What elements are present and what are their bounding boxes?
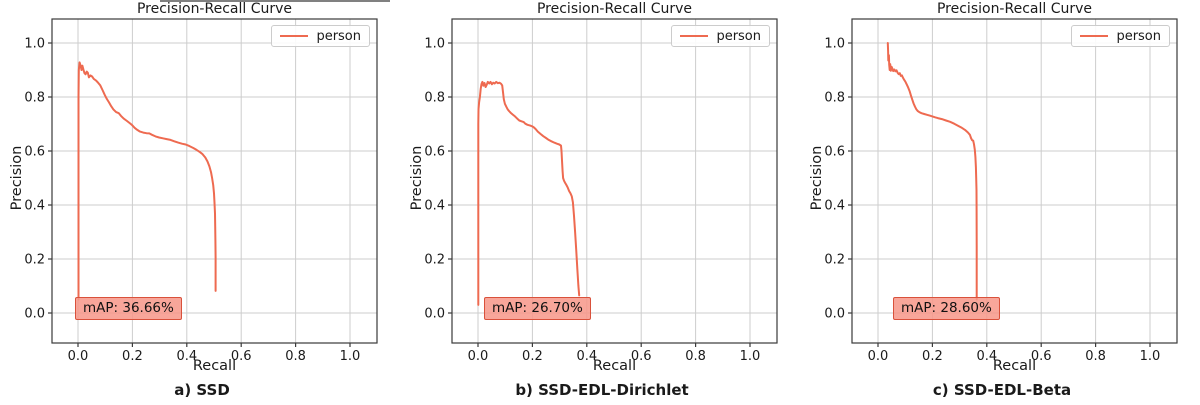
y-tick-label: 0.6 — [424, 145, 445, 160]
x-axis-label: Recall — [592, 358, 637, 374]
x-tick-label: 0.8 — [1085, 349, 1106, 364]
x-tick-label: 0.4 — [576, 349, 597, 364]
pr-curve-plot-ssd-edl-beta: 0.0 0.2 0.4 0.6 0.8 1.0 0.0 0.2 0.4 0.6 0.8 1.0 — [824, 18, 1178, 364]
panel-ssd-edl-beta: Precision-Recall Curve 0.0 0.2 0.4 0.6 0.8 1.… — [800, 0, 1200, 405]
x-tick-label: 0.8 — [285, 349, 306, 364]
y-tick-label: 0.0 — [424, 307, 445, 322]
x-tick-label: 0.0 — [468, 349, 489, 364]
x-axis-label: Recall — [992, 358, 1037, 374]
x-tick-label: 0.0 — [868, 349, 889, 364]
y-tick-label: 0.2 — [24, 253, 45, 268]
panel-ssd-edl-dirichlet: Precision-Recall Curve 0.0 0.2 0.4 0.6 0.8 1.… — [400, 0, 800, 405]
y-tick-label: 0.8 — [824, 91, 845, 106]
y-tick-label: 1.0 — [824, 37, 845, 52]
pr-curve-person — [886, 42, 978, 301]
y-tick-label: 0.0 — [824, 307, 845, 322]
pr-curve-person — [477, 80, 581, 306]
axes-spines — [51, 18, 378, 344]
map-annotation: mAP: 36.66% — [75, 297, 182, 320]
cropped-text-artifact — [160, 0, 390, 2]
x-tick-label: 0.4 — [976, 349, 997, 364]
y-axis-label: Precision — [9, 145, 25, 211]
y-tick-label: 0.0 — [24, 307, 45, 322]
x-tick-label: 0.6 — [231, 349, 252, 364]
map-annotation: mAP: 28.60% — [893, 297, 1000, 320]
legend-label: person — [1116, 28, 1161, 44]
panel-ssd: Precision-Recall Curve 0.0 0.2 0.4 0.6 0.8 1.… — [0, 0, 400, 405]
x-tick-label: 0.8 — [685, 349, 706, 364]
x-tick-label: 0.4 — [176, 349, 197, 364]
y-tick-label: 1.0 — [424, 37, 445, 52]
legend-box: person — [271, 25, 370, 47]
legend-line-swatch — [280, 35, 309, 37]
chart-title: Precision-Recall Curve — [536, 1, 693, 17]
y-tick-label: 0.4 — [824, 199, 845, 214]
y-tick-label: 0.6 — [24, 145, 45, 160]
chart-title: Precision-Recall Curve — [936, 1, 1093, 17]
y-tick-label: 0.6 — [824, 145, 845, 160]
legend-box: person — [671, 25, 770, 47]
y-tick-label: 0.8 — [24, 91, 45, 106]
x-tick-label: 1.0 — [740, 349, 761, 364]
x-tick-label: 0.6 — [631, 349, 652, 364]
pr-curve-person — [77, 61, 217, 301]
y-axis-label: Precision — [809, 145, 825, 211]
legend-line-swatch — [1080, 35, 1109, 37]
x-tick-label: 0.2 — [922, 349, 943, 364]
x-tick-label: 0.2 — [122, 349, 143, 364]
chart-caption: b) SSD-EDL-Dirichlet — [515, 381, 689, 399]
chart-caption: c) SSD-EDL-Beta — [932, 381, 1072, 399]
x-tick-label: 0.0 — [68, 349, 89, 364]
x-tick-label: 1.0 — [340, 349, 361, 364]
y-tick-label: 0.4 — [424, 199, 445, 214]
legend-line-swatch — [680, 35, 709, 37]
y-tick-label: 0.2 — [824, 253, 845, 268]
x-tick-label: 1.0 — [1140, 349, 1161, 364]
chart-caption: a) SSD — [174, 381, 230, 399]
x-tick-label: 0.6 — [1031, 349, 1052, 364]
axes-spines — [851, 18, 1178, 344]
x-tick-label: 0.2 — [522, 349, 543, 364]
legend-label: person — [316, 28, 361, 44]
legend-box: person — [1071, 25, 1170, 47]
chart-title: Precision-Recall Curve — [136, 1, 293, 17]
y-tick-label: 0.2 — [424, 253, 445, 268]
pr-curve-plot-ssd-edl-dirichlet: 0.0 0.2 0.4 0.6 0.8 1.0 0.0 0.2 0.4 0.6 0.8 1.0 — [424, 18, 778, 364]
y-axis-label: Precision — [409, 145, 425, 211]
x-axis-label: Recall — [192, 358, 237, 374]
y-tick-label: 1.0 — [24, 37, 45, 52]
y-tick-label: 0.8 — [424, 91, 445, 106]
y-tick-label: 0.4 — [24, 199, 45, 214]
map-annotation: mAP: 26.70% — [484, 297, 591, 320]
axes-spines — [451, 18, 778, 344]
pr-curve-plot-ssd: 0.0 0.2 0.4 0.6 0.8 1.0 0.0 0.2 0.4 0.6 0.8 1.0 — [24, 18, 378, 364]
legend-label: person — [716, 28, 761, 44]
